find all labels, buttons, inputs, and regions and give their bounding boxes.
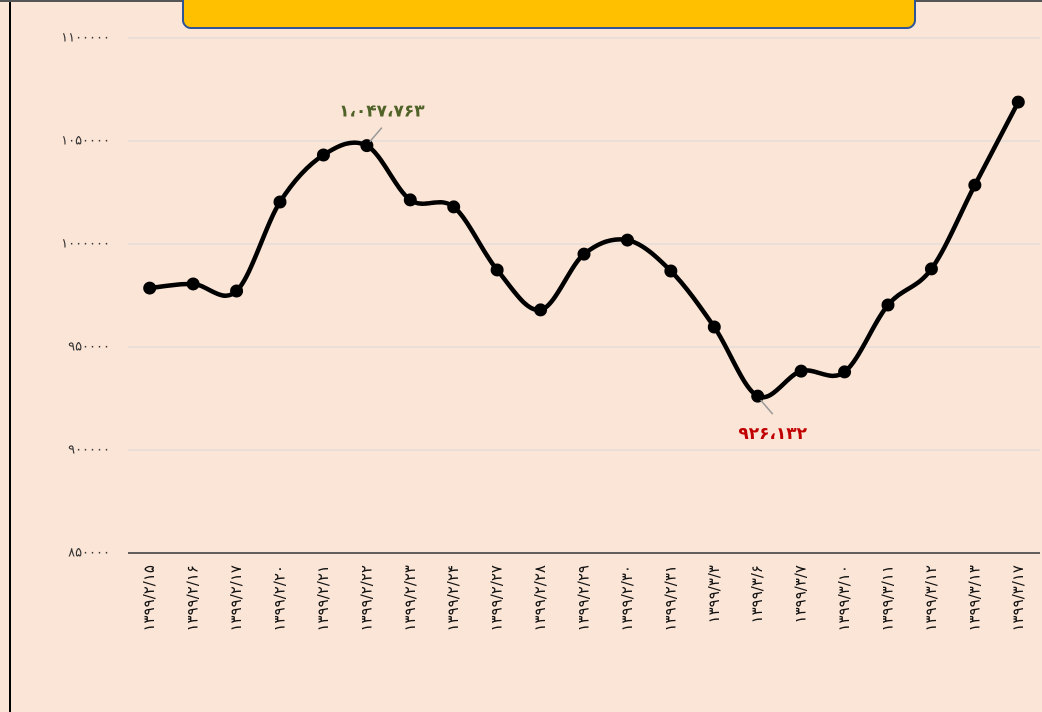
y-tick-label: ۱۱۰۰۰۰۰: [61, 31, 110, 46]
marker: [143, 281, 157, 295]
x-tick-label: ۱۳۹۹/۲/۲۹: [575, 565, 593, 632]
marker: [664, 264, 678, 278]
marker: [924, 262, 938, 276]
x-tick-label: ۱۳۹۹/۳/۷: [792, 565, 810, 623]
y-tick-label: ۱۰۵۰۰۰۰: [61, 134, 110, 149]
x-tick-label: ۱۳۹۹/۲/۲۰: [271, 565, 289, 632]
x-tick-label: ۱۳۹۹/۲/۲۷: [488, 565, 506, 632]
marker: [447, 200, 461, 214]
marker: [316, 148, 330, 162]
marker: [577, 247, 591, 261]
y-tick-label: ۸۵۰۰۰۰: [68, 546, 110, 561]
leader-line: [760, 399, 774, 415]
data-label: ۱،۰۴۷،۷۶۳: [339, 102, 425, 122]
marker: [794, 364, 808, 378]
x-tick-label: ۱۳۹۹/۲/۲۳: [401, 565, 419, 632]
marker: [620, 233, 634, 247]
marker: [751, 389, 765, 403]
x-tick-label: ۱۳۹۹/۲/۲۸: [531, 565, 549, 632]
y-tick-label: ۱۰۰۰۰۰۰: [61, 237, 110, 252]
marker: [534, 303, 548, 317]
marker: [186, 277, 200, 291]
title-box: [182, 0, 916, 29]
x-tick-label: ۱۳۹۹/۲/۳۱: [661, 565, 679, 632]
marker: [1011, 95, 1025, 109]
x-tick-label: ۱۳۹۹/۲/۱۵: [140, 565, 158, 632]
marker: [490, 263, 504, 277]
leader-line: [369, 127, 383, 143]
x-tick-label: ۱۳۹۹/۳/۳: [705, 565, 723, 623]
marker: [403, 193, 417, 207]
x-tick-label: ۱۳۹۹/۳/۱۷: [1009, 565, 1027, 632]
x-tick-label: ۱۳۹۹/۳/۱۰: [835, 565, 853, 632]
marker: [881, 298, 895, 312]
marker: [707, 320, 721, 334]
marker: [968, 178, 982, 192]
y-tick-label: ۹۵۰۰۰۰: [68, 340, 110, 355]
y-tick-label: ۹۰۰۰۰۰: [68, 443, 110, 458]
marker: [838, 365, 852, 379]
x-tick-label: ۱۳۹۹/۲/۳۰: [618, 565, 636, 632]
x-tick-label: ۱۳۹۹/۳/۱۳: [965, 565, 983, 632]
x-tick-label: ۱۳۹۹/۲/۲۱: [314, 565, 332, 632]
x-tick-label: ۱۳۹۹/۳/۶: [748, 565, 766, 623]
x-tick-label: ۱۳۹۹/۲/۱۶: [184, 565, 202, 632]
x-tick-label: ۱۳۹۹/۳/۱۲: [922, 565, 940, 632]
marker: [273, 195, 287, 209]
x-tick-label: ۱۳۹۹/۲/۱۷: [227, 565, 245, 632]
data-label: ۹۲۶،۱۳۲: [738, 424, 807, 444]
x-tick-label: ۱۳۹۹/۲/۲۲: [357, 565, 375, 632]
x-tick-label: ۱۳۹۹/۳/۱۱: [879, 565, 897, 632]
x-tick-label: ۱۳۹۹/۲/۲۴: [444, 565, 462, 632]
marker: [230, 284, 244, 298]
marker: [360, 139, 374, 153]
